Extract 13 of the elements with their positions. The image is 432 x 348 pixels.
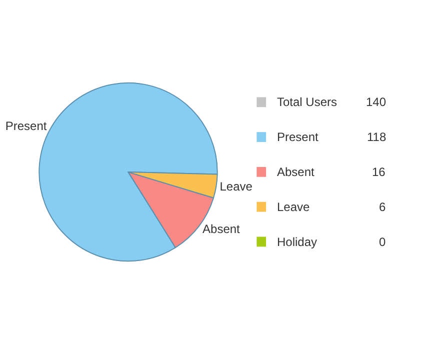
- legend-label: Absent: [277, 165, 316, 179]
- data-label: 6: [379, 200, 386, 214]
- text: Total Users: [277, 95, 338, 109]
- slice-label: Leave: [220, 179, 253, 194]
- slice-label: Present: [5, 119, 48, 134]
- legend-label: Present: [277, 130, 320, 144]
- data-label: 16: [372, 165, 386, 179]
- text: 140: [366, 95, 386, 109]
- slice-label: Absent: [202, 222, 241, 236]
- data-label: 118: [367, 130, 386, 144]
- text: 0: [379, 235, 386, 249]
- legend-label: Leave: [277, 200, 310, 214]
- legend-label: Holiday: [277, 235, 318, 249]
